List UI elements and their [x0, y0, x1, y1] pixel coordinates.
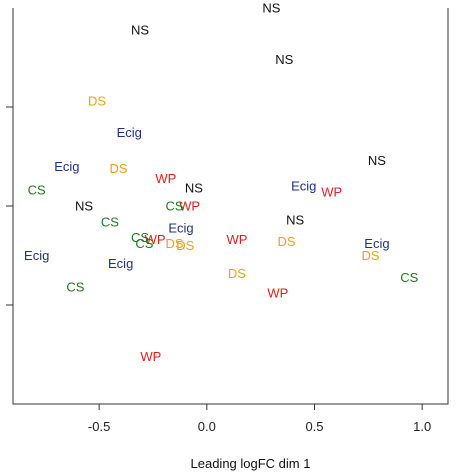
- point-label-ns: NS: [185, 181, 203, 196]
- point-label-wp: WP: [140, 349, 161, 364]
- point-label-ds: DS: [277, 234, 295, 249]
- point-label-ds: DS: [176, 238, 194, 253]
- point-label-cs: CS: [135, 236, 153, 251]
- point-label-cs: CS: [66, 280, 84, 295]
- y-axis: [6, 106, 13, 306]
- point-label-ds: DS: [361, 248, 379, 263]
- point-label-ecig: Ecig: [54, 159, 79, 174]
- point-label-cs: CS: [165, 199, 183, 214]
- x-axis: -0.5 0.0 0.5 1.0: [88, 404, 431, 434]
- x-tick-label: 0.5: [305, 419, 323, 434]
- point-label-ecig: Ecig: [364, 236, 389, 251]
- point-label-ds: DS: [165, 236, 183, 251]
- point-label-cs: CS: [131, 230, 149, 245]
- point-label-cs: CS: [101, 214, 119, 229]
- point-label-ecig: Ecig: [117, 125, 142, 140]
- point-label-ecig: Ecig: [168, 220, 193, 235]
- point-label-ns: NS: [368, 153, 386, 168]
- point-label-ds: DS: [88, 94, 106, 109]
- point-label-wp: WP: [321, 185, 342, 200]
- point-label-ecig: Ecig: [24, 248, 49, 263]
- x-axis-title: Leading logFC dim 1: [191, 456, 311, 471]
- point-label-ecig: Ecig: [108, 256, 133, 271]
- x-tick-label: -0.5: [88, 419, 110, 434]
- point-label-ns: NS: [275, 52, 293, 67]
- point-label-ns: NS: [75, 199, 93, 214]
- point-label-ns: NS: [286, 212, 304, 227]
- point-label-wp: WP: [155, 171, 176, 186]
- point-label-wp: WP: [267, 286, 288, 301]
- point-label-ns: NS: [131, 22, 149, 37]
- point-label-ecig: Ecig: [291, 179, 316, 194]
- point-label-wp: WP: [145, 232, 166, 247]
- x-tick-label: 0.0: [198, 419, 216, 434]
- point-label-wp: WP: [179, 199, 200, 214]
- x-tick-label: 1.0: [413, 419, 431, 434]
- point-label-wp: WP: [226, 232, 247, 247]
- point-label-ds: DS: [228, 266, 246, 281]
- point-label-ns: NS: [262, 1, 280, 16]
- point-label-ds: DS: [109, 161, 127, 176]
- point-label-cs: CS: [400, 270, 418, 285]
- point-label-cs: CS: [28, 183, 46, 198]
